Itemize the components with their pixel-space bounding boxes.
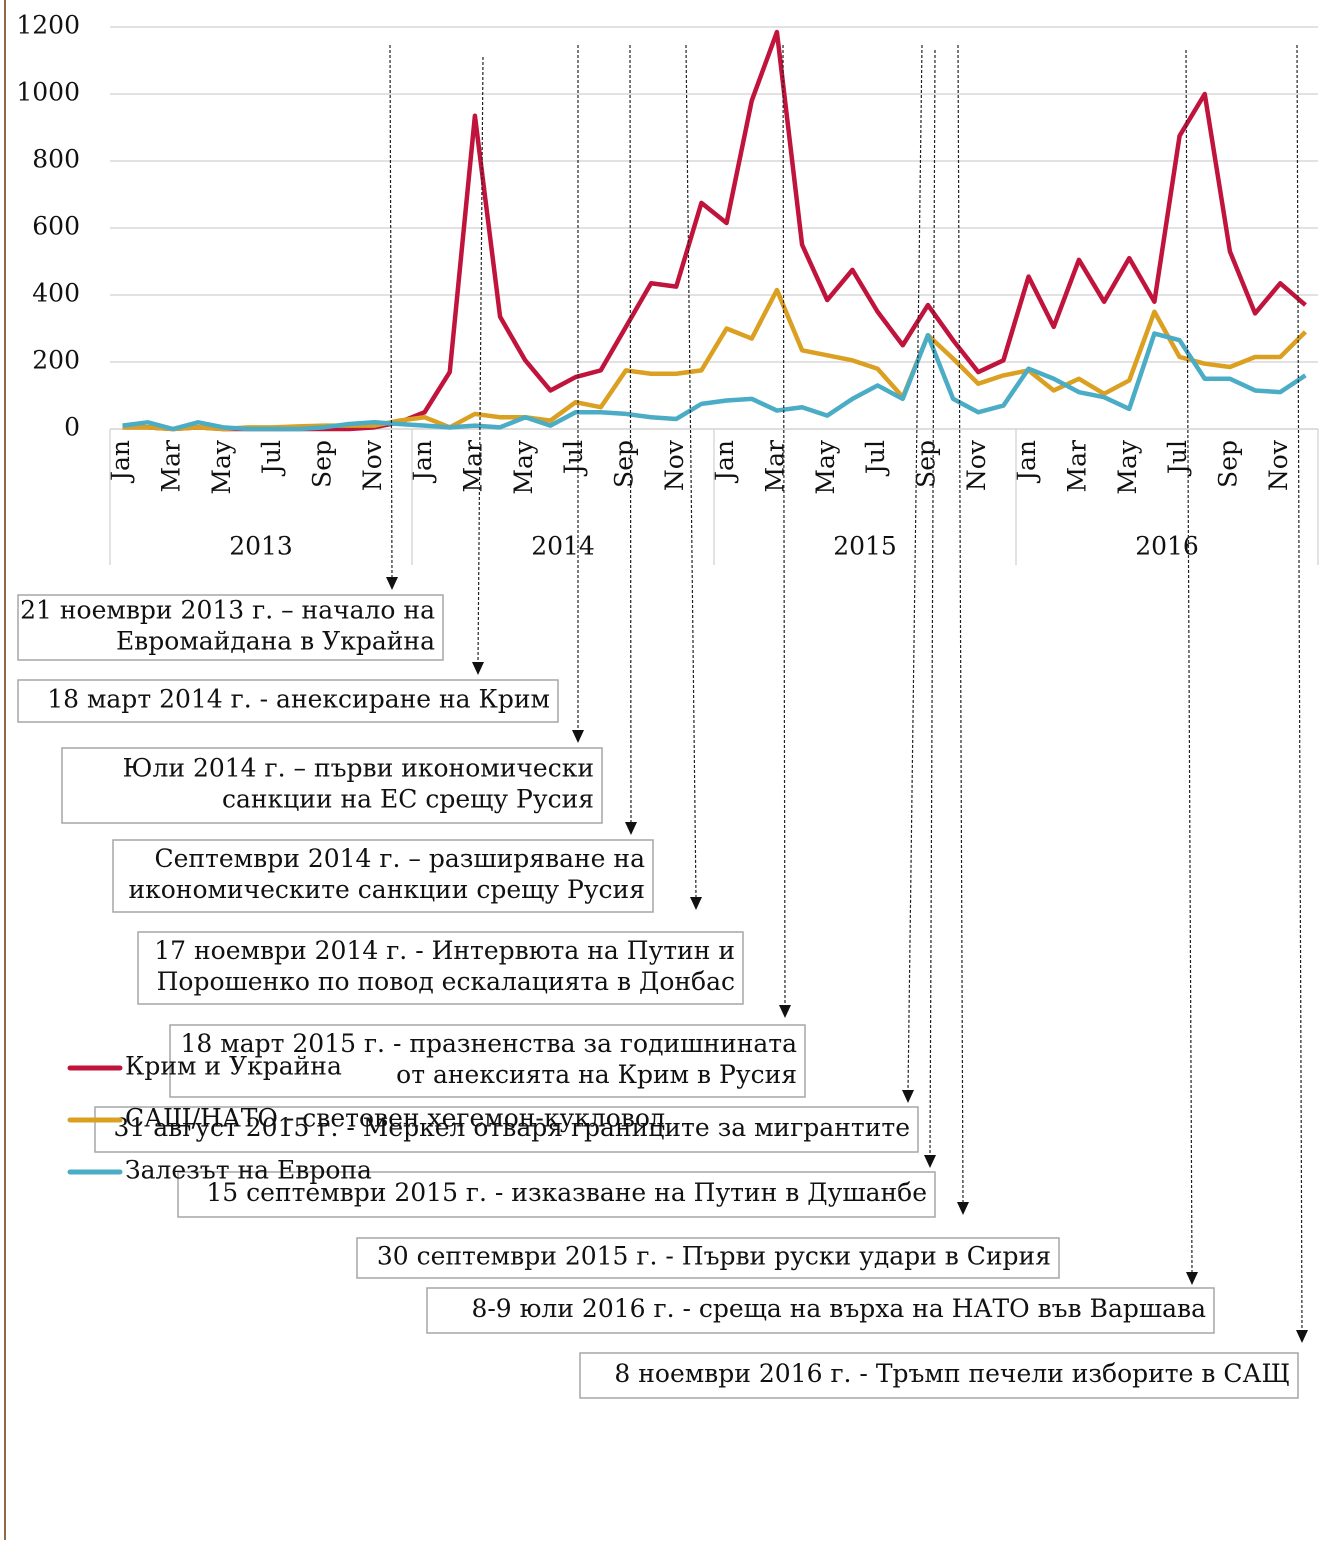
x-tick-label: Jul (1163, 440, 1192, 477)
y-tick-label: 400 (32, 279, 80, 308)
y-tick-label: 600 (32, 212, 80, 241)
x-tick-label: Nov (1264, 439, 1293, 491)
x-tick-label: Nov (660, 439, 689, 491)
annotation-text: 15 септември 2015 г. - изказване на Пути… (206, 1178, 927, 1207)
annotation-box (169, 1024, 806, 1098)
annotation-arrow (685, 44, 697, 899)
annotation-text: 18 март 2014 г. - анексиране на Крим (47, 685, 550, 714)
annotation-arrow (389, 44, 393, 579)
x-tick-label: Jan (710, 440, 739, 484)
y-tick-label: 0 (64, 413, 80, 442)
arrow-head (779, 1005, 791, 1018)
annotation-arrow (1296, 44, 1303, 1332)
arrow-head (386, 577, 398, 590)
annotation-text: Септември 2014 г. – разширяване на (154, 844, 645, 873)
x-tick-label: Nov (962, 439, 991, 491)
annotation-box (61, 747, 603, 824)
x-tick-label: May (207, 439, 236, 495)
x-tick-label: Mar (1062, 440, 1091, 493)
annotation-arrow (1185, 49, 1193, 1274)
annotation-box (426, 1287, 1215, 1334)
annotation-text: 18 март 2015 г. - празненства за годишни… (181, 1029, 798, 1058)
annotation-text: икономическите санкции срещу Русия (128, 875, 645, 904)
annotation-arrow (477, 56, 484, 664)
annotation-box (579, 1352, 1299, 1399)
annotation-box (356, 1237, 1060, 1279)
x-tick-label: Sep (1213, 440, 1242, 488)
annotation-text: 17 ноември 2014 г. - Интервюта на Путин … (154, 936, 735, 965)
arrow-head (572, 730, 584, 743)
annotation-arrow (957, 44, 964, 1204)
annotation-box (17, 679, 559, 723)
x-tick-label: Sep (609, 440, 638, 488)
annotation-text: санкции на ЕС срещу Русия (222, 785, 594, 814)
x-tick-label: Jan (106, 440, 135, 484)
annotation-arrow (782, 44, 786, 1007)
arrow-head (957, 1202, 969, 1215)
annotation-text: 31 август 2015 г. - Меркел отваря границ… (113, 1113, 910, 1142)
arrow-head (1186, 1272, 1198, 1285)
annotation-text: 30 септември 2015 г. - Първи руски удари… (377, 1242, 1051, 1271)
y-tick-label: 200 (32, 346, 80, 375)
annotation-box (177, 1171, 936, 1218)
x-tick-label: Sep (911, 440, 940, 488)
annotation-box (17, 594, 444, 661)
arrow-head (690, 897, 702, 910)
arrow-head (924, 1155, 936, 1168)
y-tick-label: 1000 (16, 78, 80, 107)
x-tick-label: Jul (257, 440, 286, 477)
x-tick-label: Jan (1012, 440, 1041, 484)
annotation-text: 8-9 юли 2016 г. - среща на върха на НАТО… (471, 1294, 1206, 1323)
x-tick-label: Jul (861, 440, 890, 477)
year-label: 2013 (229, 532, 293, 561)
series-line (122, 331, 1307, 432)
annotation-text: Юли 2014 г. – първи икономически (123, 754, 594, 783)
annotation-arrow (929, 49, 936, 1157)
annotation-text: Порошенко по повод ескалацията в Донбас (157, 967, 735, 996)
x-tick-label: May (811, 439, 840, 495)
annotation-arrow (907, 44, 923, 1092)
annotation-text: 21 ноември 2013 г. – начало на (20, 596, 435, 625)
legend-label: Залезът на Европа (125, 1156, 372, 1185)
year-label: 2015 (833, 532, 897, 561)
x-tick-label: Nov (358, 439, 387, 491)
annotation-box (137, 931, 744, 1005)
year-label: 2016 (1135, 532, 1199, 561)
x-tick-label: Mar (760, 440, 789, 493)
x-tick-label: Mar (156, 440, 185, 493)
y-tick-label: 1200 (16, 11, 80, 40)
annotation-box (94, 1106, 919, 1153)
legend-label: САЩ/НАТО - световен хегемон-кукловод (125, 1104, 665, 1133)
arrow-head (902, 1090, 914, 1103)
arrow-head (472, 662, 484, 675)
x-tick-label: Sep (307, 440, 336, 488)
annotation-text: от анексията на Крим в Русия (396, 1060, 797, 1089)
annotation-text: 8 ноември 2016 г. - Тръмп печели изборит… (614, 1359, 1290, 1388)
x-tick-label: Jul (559, 440, 588, 477)
y-tick-label: 800 (32, 145, 80, 174)
legend-label: Крим и Украйна (125, 1052, 342, 1081)
arrow-head (1296, 1330, 1308, 1343)
year-label: 2014 (531, 532, 595, 561)
arrow-head (625, 822, 637, 835)
annotation-box (112, 839, 654, 913)
x-tick-label: Mar (458, 440, 487, 493)
x-tick-label: May (509, 439, 538, 495)
annotation-text: Евромайдана в Украйна (116, 627, 435, 656)
x-tick-label: Jan (408, 440, 437, 484)
series-line (122, 29, 1307, 432)
x-tick-label: May (1113, 439, 1142, 495)
